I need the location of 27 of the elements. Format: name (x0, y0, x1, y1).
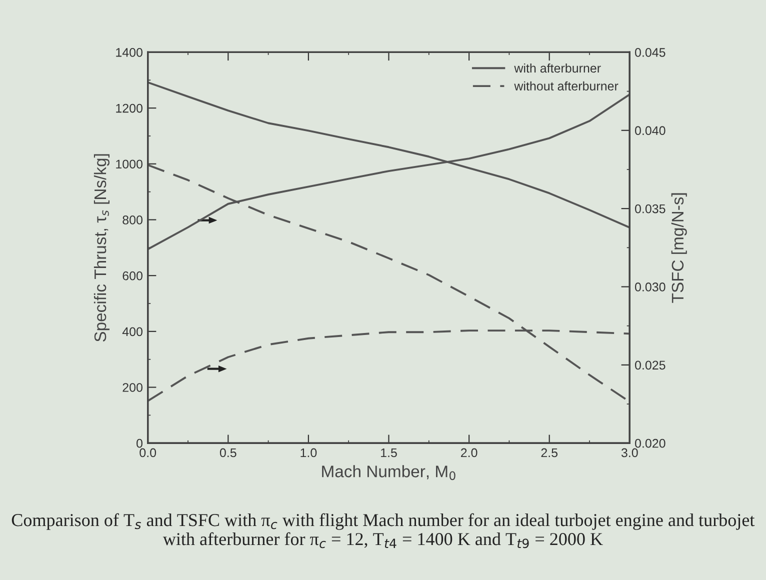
text: Comparison of T$_{s}$ and TSFC with π$_{c}$ with flight Mach number for an ideal turbojet engine and turbojet with afterburner for π$_{c}$ = 12, T$_{t4}$ = 1400 K and T$_{t9}$ = 2000 K (12, 513, 755, 548)
y-tick-label: 1400 (116, 48, 142, 57)
y-tick-label: 800 (122, 216, 142, 224)
y-tick-label: 0 (136, 438, 142, 448)
legend-label: without afterburner (514, 81, 618, 91)
y2-axis-title: TSFC [mg/N-s] (671, 193, 687, 303)
x-tick-label: 3.0 (621, 448, 638, 458)
y-tick-label: 1200 (116, 104, 142, 113)
legend-label: with afterburner (514, 63, 601, 73)
x-tick-label: 2.0 (460, 448, 478, 458)
y2-tick-label: 0.040 (635, 126, 666, 136)
y-tick-label: 400 (122, 327, 142, 336)
x-axis-title: Mach Number, M$_{0}$ (322, 465, 456, 480)
x-tick-label: 2.5 (541, 448, 558, 458)
y2-tick-label: 0.020 (635, 438, 666, 448)
y2-tick-label: 0.045 (635, 48, 666, 57)
x-tick-label: 1.0 (300, 448, 317, 458)
y2-tick-label: 0.030 (635, 282, 666, 292)
y2-tick-label: 0.035 (635, 204, 666, 214)
x-tick-label: 0.0 (140, 448, 156, 458)
x-tick-label: 0.5 (220, 448, 236, 458)
y-tick-label: 600 (122, 271, 142, 280)
y2-tick-label: 0.025 (635, 360, 666, 370)
x-tick-label: 1.5 (381, 448, 397, 458)
y-tick-label: 1000 (116, 160, 142, 169)
y-tick-label: 200 (122, 383, 142, 392)
y-axis-title: Specific Thrust, τ$_{s}$ [Ns/kg] (94, 154, 110, 342)
